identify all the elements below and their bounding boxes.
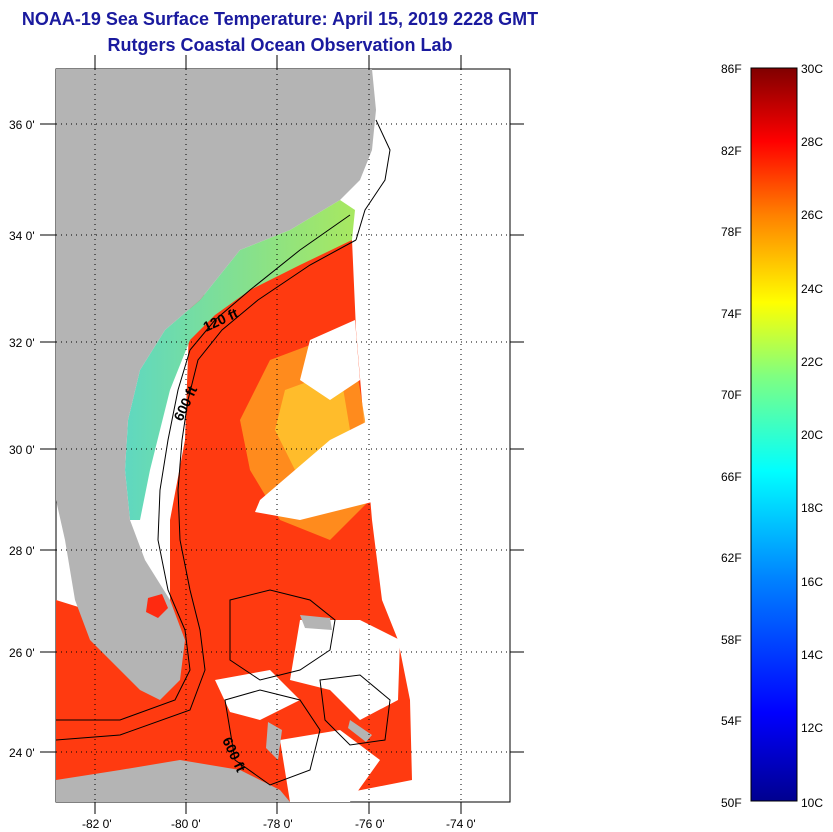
colorbar-c-label: 28C — [801, 135, 823, 149]
land-bahamas — [266, 722, 282, 760]
colorbar-c-label: 20C — [801, 428, 823, 442]
lon-label: -74 0' — [446, 817, 476, 831]
contour-shelf-outer — [355, 119, 391, 241]
land-bahamas — [348, 720, 372, 742]
colorbar-c-label: 26C — [801, 208, 823, 222]
colorbar-f-label: 82F — [721, 144, 742, 158]
lat-label: 26 0' — [9, 646, 35, 660]
colorbar-c-label: 16C — [801, 575, 823, 589]
contour-120ft — [56, 214, 351, 721]
colorbar-c-label: 24C — [801, 282, 823, 296]
map-title: NOAA-19 Sea Surface Temperature: April 1… — [21, 9, 539, 29]
colorbar-f-label: 58F — [721, 633, 742, 647]
lake-okeechobee — [146, 594, 168, 618]
map-content — [56, 69, 412, 802]
colorbar-c-label: 18C — [801, 501, 823, 515]
lat-label: 24 0' — [9, 746, 35, 760]
lon-label: -78 0' — [263, 817, 293, 831]
lat-label: 36 0' — [9, 118, 35, 132]
lon-label: -80 0' — [171, 817, 201, 831]
land-bahamas — [300, 615, 332, 630]
lon-label: -82 0' — [82, 817, 112, 831]
land-mainland — [56, 69, 376, 700]
colorbar-c-label: 12C — [801, 721, 823, 735]
colorbar-c-label: 22C — [801, 355, 823, 369]
cloud-area — [290, 620, 400, 720]
shelf-cool-water — [125, 200, 355, 520]
grid-lines — [56, 69, 510, 802]
contour-bahamas — [224, 689, 321, 786]
lat-label: 30 0' — [9, 443, 35, 457]
colorbar-f-label: 86F — [721, 62, 742, 76]
cloud-area — [255, 420, 380, 520]
colorbar-f-label: 74F — [721, 307, 742, 321]
colorbar-fahrenheit-labels: 86F 82F 78F 74F 70F 66F 62F 58F 54F 50F — [721, 62, 742, 810]
contour-bahamas — [229, 589, 336, 681]
colorbar-c-label: 10C — [801, 796, 823, 810]
colorbar-f-label: 78F — [721, 225, 742, 239]
longitude-labels: -82 0' -80 0' -78 0' -76 0' -74 0' — [82, 817, 476, 831]
colorbar-f-label: 50F — [721, 796, 742, 810]
latitude-labels: 36 0' 34 0' 32 0' 30 0' 28 0' 26 0' 24 0… — [9, 118, 35, 760]
colorbar-f-label: 66F — [721, 470, 742, 484]
colorbar-f-label: 54F — [721, 714, 742, 728]
axis-ticks — [40, 55, 524, 814]
contour-600ft — [56, 239, 357, 741]
cloud-area — [215, 670, 300, 720]
map-subtitle: Rutgers Coastal Ocean Observation Lab — [107, 35, 453, 55]
cloud-area — [300, 320, 360, 400]
colorbar-c-label: 14C — [801, 648, 823, 662]
land-cuba — [56, 760, 290, 802]
colorbar-c-label: 30C — [801, 62, 823, 76]
colorbar-f-label: 62F — [721, 551, 742, 565]
lat-label: 34 0' — [9, 229, 35, 243]
colorbar-f-label: 70F — [721, 388, 742, 402]
colorbar-celsius-labels: 30C 28C 26C 24C 22C 20C 18C 16C 14C 12C … — [801, 62, 823, 810]
lat-label: 28 0' — [9, 544, 35, 558]
lon-label: -76 0' — [355, 817, 385, 831]
temperature-colorbar — [750, 67, 798, 802]
contour-bahamas — [319, 674, 391, 746]
cloud-area — [280, 730, 380, 802]
lat-label: 32 0' — [9, 336, 35, 350]
